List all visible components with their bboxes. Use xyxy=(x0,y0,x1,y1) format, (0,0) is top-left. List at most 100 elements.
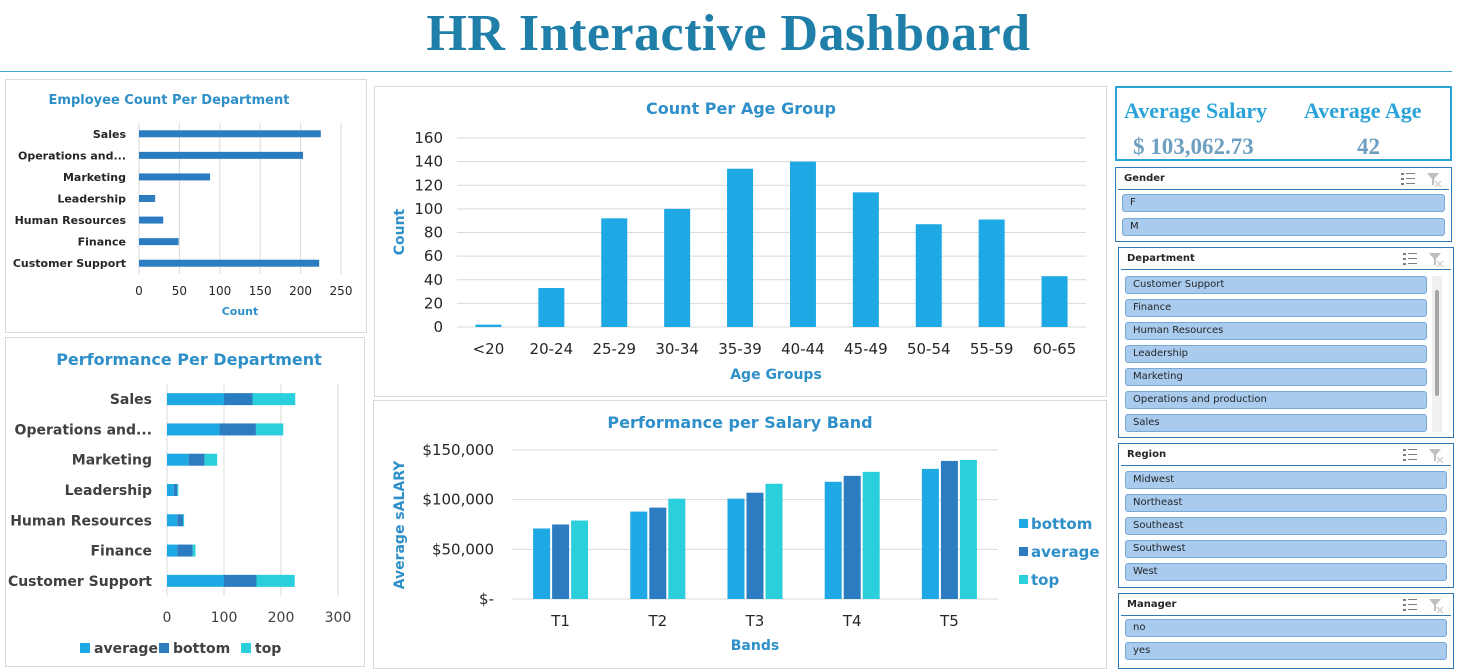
bar-segment-bottom xyxy=(177,544,193,557)
slicer-item-southwest[interactable]: Southwest xyxy=(1125,540,1447,558)
region-slicer[interactable]: Region Midwest Northeast Southeast South… xyxy=(1118,443,1454,588)
slicer-item-northeast[interactable]: Northeast xyxy=(1125,494,1447,512)
age-group-chart: Count Per Age Group 0 20 40 60 80 100 120 140 160… xyxy=(392,99,1086,383)
bar-segment-bottom xyxy=(173,484,178,496)
multi-select-icon[interactable] xyxy=(1403,253,1417,265)
category-label: Customer Support xyxy=(13,257,126,270)
bar-top xyxy=(959,459,977,599)
slicer-item-marketing[interactable]: Marketing xyxy=(1125,368,1427,386)
chart-title: Performance Per Department xyxy=(56,350,322,369)
x-tick-label: 20-24 xyxy=(530,340,574,358)
bar-segment-average xyxy=(167,544,178,557)
legend-swatch-bottom xyxy=(159,643,169,653)
clear-filter-icon[interactable] xyxy=(1427,173,1442,188)
bar xyxy=(978,219,1005,327)
bar-top xyxy=(571,520,589,599)
legend-label-bottom: bottom xyxy=(1031,515,1092,533)
bar-segment-bottom xyxy=(219,423,256,436)
legend-label-top: top xyxy=(255,641,281,657)
age-group-panel[interactable]: Count Per Age Group 0 20 40 60 80 100 120 140 160… xyxy=(374,86,1107,397)
x-tick-label: 45-49 xyxy=(844,340,888,358)
bar xyxy=(139,130,321,138)
x-tick-label: T1 xyxy=(550,612,570,630)
bar-average xyxy=(843,475,861,599)
legend-label-top: top xyxy=(1031,571,1059,589)
slicer-item-f[interactable]: F xyxy=(1122,194,1445,212)
slicer-item-yes[interactable]: yes xyxy=(1125,642,1447,660)
multi-select-icon[interactable] xyxy=(1403,599,1417,611)
category-label: Human Resources xyxy=(10,513,152,529)
slicer-item-leadership[interactable]: Leadership xyxy=(1125,345,1427,363)
slicer-item-m[interactable]: M xyxy=(1122,218,1445,236)
category-label: Human Resources xyxy=(15,214,127,227)
slicer-item-sales[interactable]: Sales xyxy=(1125,414,1427,432)
bar xyxy=(727,168,754,327)
bar xyxy=(538,288,565,327)
manager-slicer[interactable]: Manager no yes xyxy=(1118,593,1454,669)
multi-select-icon[interactable] xyxy=(1403,449,1417,461)
legend-label-average: average xyxy=(1031,543,1100,561)
department-slicer[interactable]: Department Customer Support Finance Huma… xyxy=(1118,247,1454,438)
x-tick-label: 60-65 xyxy=(1033,340,1077,358)
bar-segment-average xyxy=(167,574,224,587)
x-tick-label: 55-59 xyxy=(970,340,1014,358)
x-tick-label: T5 xyxy=(939,612,959,630)
slicer-item-customer-support[interactable]: Customer Support xyxy=(1125,276,1427,294)
category-label: Operations and... xyxy=(15,422,152,438)
slicer-item-west[interactable]: West xyxy=(1125,563,1447,581)
slicer-item-southeast[interactable]: Southeast xyxy=(1125,517,1447,535)
clear-filter-icon[interactable] xyxy=(1429,449,1444,464)
category-label: Sales xyxy=(93,128,127,141)
bar xyxy=(915,224,942,327)
bar-top xyxy=(668,498,686,599)
dept-count-panel[interactable]: Employee Count Per Department 0 50 100 150 20… xyxy=(5,79,367,333)
bar xyxy=(139,238,179,246)
perf-dept-panel[interactable]: Performance Per Department 0 100 200 300 Sale… xyxy=(5,337,365,667)
y-tick-label: 160 xyxy=(414,129,443,147)
bar-segment-top xyxy=(204,453,218,466)
bar-top xyxy=(765,483,783,599)
y-tick-label: $- xyxy=(479,590,494,608)
department-scrollbar[interactable] xyxy=(1432,276,1442,432)
bar-segment-average xyxy=(167,514,178,527)
y-tick-label: 100 xyxy=(414,200,443,218)
y-axis-title: Average sALARY xyxy=(392,460,408,590)
clear-filter-icon[interactable] xyxy=(1429,599,1444,614)
gender-slicer[interactable]: Gender F M xyxy=(1115,167,1452,242)
x-tick-label: 100 xyxy=(211,610,238,626)
bar-segment-bottom xyxy=(188,453,205,466)
department-scroll-thumb[interactable] xyxy=(1435,290,1439,396)
bar-segment-top xyxy=(192,544,196,557)
salary-band-panel[interactable]: Performance per Salary Band $- $50,000 $100… xyxy=(373,400,1107,669)
x-axis-title: Age Groups xyxy=(730,367,822,383)
slicer-item-midwest[interactable]: Midwest xyxy=(1125,471,1447,489)
y-tick-label: $50,000 xyxy=(432,540,494,558)
x-tick-label: T4 xyxy=(842,612,862,630)
category-label: Marketing xyxy=(72,453,152,469)
bar-bottom xyxy=(727,498,745,599)
clear-filter-icon[interactable] xyxy=(1429,253,1444,268)
bar-bottom xyxy=(921,468,939,599)
multi-select-icon[interactable] xyxy=(1401,173,1415,185)
category-label: Operations and... xyxy=(18,149,126,162)
x-tick-label: 35-39 xyxy=(718,340,762,358)
category-label: Finance xyxy=(90,544,152,560)
bar-segment-bottom xyxy=(177,514,183,527)
bar-segment-top xyxy=(252,393,296,406)
avg-age-label: Average Age xyxy=(1304,98,1422,123)
legend-swatch-average xyxy=(1019,547,1028,556)
slicer-item-human-resources[interactable]: Human Resources xyxy=(1125,322,1427,340)
dept-count-chart: Employee Count Per Department 0 50 100 150 20… xyxy=(13,93,353,318)
bar-segment-top xyxy=(255,423,284,436)
bar-bottom xyxy=(533,528,551,599)
x-axis-title: Count xyxy=(222,305,259,318)
legend-swatch-top xyxy=(1019,575,1028,584)
chart-title: Employee Count Per Department xyxy=(49,93,290,108)
slicer-item-operations[interactable]: Operations and production xyxy=(1125,391,1427,409)
slicer-item-no[interactable]: no xyxy=(1125,619,1447,637)
y-tick-label: 140 xyxy=(414,153,443,171)
slicer-item-finance[interactable]: Finance xyxy=(1125,299,1427,317)
category-label: Finance xyxy=(78,236,126,249)
x-tick-label: T3 xyxy=(745,612,765,630)
bar-top xyxy=(862,471,880,599)
